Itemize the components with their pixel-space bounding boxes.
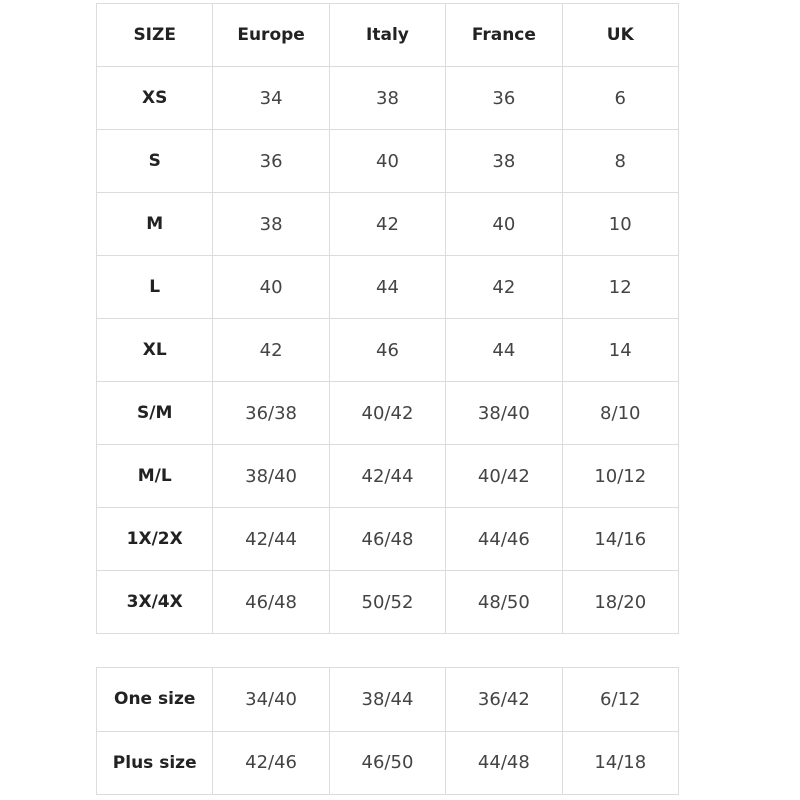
table-row: 1X/2X 42/44 46/48 44/46 14/16 xyxy=(95,507,679,571)
table-row: M/L 38/40 42/44 40/42 10/12 xyxy=(95,444,679,508)
size-label: L xyxy=(95,255,214,319)
size-value: 42 xyxy=(445,255,563,319)
size-value: 8/10 xyxy=(561,381,679,445)
table-row: XL 42 46 44 14 xyxy=(95,318,679,382)
size-value: 42/44 xyxy=(212,507,330,571)
table-row: SIZE Europe Italy France UK xyxy=(95,3,679,67)
size-value: 10/12 xyxy=(561,444,679,508)
size-value: 40 xyxy=(445,192,563,256)
size-table: SIZE Europe Italy France UK XS 34 38 36 6 S 36 40 38 8… xyxy=(95,3,679,634)
size-value: 6 xyxy=(561,66,679,130)
table-row: XS 34 38 36 6 xyxy=(95,66,679,130)
size-value: 12 xyxy=(561,255,679,319)
size-value: 38/44 xyxy=(328,667,447,732)
size-label: Plus size xyxy=(95,730,214,795)
size-value: 38 xyxy=(212,192,330,256)
size-label: M xyxy=(95,192,214,256)
size-label: XL xyxy=(95,318,214,382)
size-value: 38/40 xyxy=(212,444,330,508)
size-label: 1X/2X xyxy=(95,507,214,571)
size-value: 44/46 xyxy=(445,507,563,571)
size-value: 46 xyxy=(328,318,447,382)
size-value: 14/18 xyxy=(561,730,679,795)
size-value: 36 xyxy=(212,129,330,193)
size-value: 34/40 xyxy=(212,667,330,732)
size-value: 34 xyxy=(212,66,330,130)
table-row: 3X/4X 46/48 50/52 48/50 18/20 xyxy=(95,570,679,634)
size-label: XS xyxy=(95,66,214,130)
size-label: S xyxy=(95,129,214,193)
table-row: M 38 42 40 10 xyxy=(95,192,679,256)
size-value: 8 xyxy=(561,129,679,193)
size-value: 42/44 xyxy=(328,444,447,508)
size-value: 40 xyxy=(212,255,330,319)
header-cell: SIZE xyxy=(95,3,214,67)
size-value: 48/50 xyxy=(445,570,563,634)
size-value: 18/20 xyxy=(561,570,679,634)
extra-size-table: One size 34/40 38/44 36/42 6/12 Plus size 42/4… xyxy=(95,667,679,795)
table-row: S 36 40 38 8 xyxy=(95,129,679,193)
table-row: One size 34/40 38/44 36/42 6/12 xyxy=(95,667,679,732)
size-value: 14 xyxy=(561,318,679,382)
table-row: S/M 36/38 40/42 38/40 8/10 xyxy=(95,381,679,445)
size-value: 38 xyxy=(445,129,563,193)
size-value: 36/42 xyxy=(445,667,563,732)
size-value: 36 xyxy=(445,66,563,130)
size-value: 44 xyxy=(445,318,563,382)
header-cell: Europe xyxy=(212,3,330,67)
header-cell: Italy xyxy=(328,3,447,67)
table-row: L 40 44 42 12 xyxy=(95,255,679,319)
size-value: 10 xyxy=(561,192,679,256)
size-value: 46/50 xyxy=(328,730,447,795)
size-value: 36/38 xyxy=(212,381,330,445)
size-value: 14/16 xyxy=(561,507,679,571)
size-value: 40/42 xyxy=(328,381,447,445)
table-row: Plus size 42/46 46/50 44/48 14/18 xyxy=(95,730,679,795)
size-label: S/M xyxy=(95,381,214,445)
size-value: 6/12 xyxy=(561,667,679,732)
size-value: 40/42 xyxy=(445,444,563,508)
size-value: 44 xyxy=(328,255,447,319)
size-value: 44/48 xyxy=(445,730,563,795)
size-value: 46/48 xyxy=(212,570,330,634)
size-label: 3X/4X xyxy=(95,570,214,634)
size-value: 38/40 xyxy=(445,381,563,445)
size-value: 42/46 xyxy=(212,730,330,795)
header-cell: France xyxy=(445,3,563,67)
size-value: 50/52 xyxy=(328,570,447,634)
size-value: 40 xyxy=(328,129,447,193)
size-value: 42 xyxy=(328,192,447,256)
size-value: 42 xyxy=(212,318,330,382)
size-value: 46/48 xyxy=(328,507,447,571)
size-value: 38 xyxy=(328,66,447,130)
size-label: One size xyxy=(95,667,214,732)
size-label: M/L xyxy=(95,444,214,508)
header-cell: UK xyxy=(561,3,679,67)
